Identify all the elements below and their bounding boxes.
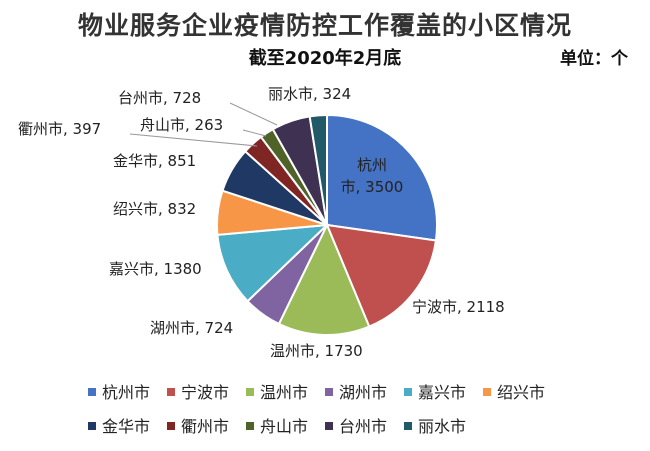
legend-label-8: 衢州市 (181, 417, 229, 436)
legend-swatch-8 (167, 422, 175, 430)
unit-label: 单位：个 (560, 49, 628, 69)
legend-swatch-7 (88, 422, 96, 430)
legend-label-1: 杭州市 (102, 383, 150, 402)
legend-swatch-9 (246, 422, 254, 430)
pie-slice-1 (326, 113, 438, 242)
pie-slices (216, 113, 438, 336)
legend-label-11: 丽水市 (418, 417, 466, 436)
legend-label-4: 湖州市 (339, 383, 387, 402)
data-label-6: 绍兴市, 832 (113, 200, 196, 218)
data-label-11: 丽水市, 324 (268, 85, 351, 103)
legend-label-2: 宁波市 (181, 383, 229, 402)
chart-subtitle: 截至2020年2月底 (248, 48, 402, 69)
legend-swatch-4 (325, 388, 333, 396)
legend-label-5: 嘉兴市 (418, 383, 466, 402)
legend-label-7: 金华市 (102, 417, 150, 436)
leader-line-10 (229, 102, 278, 126)
legend-swatch-5 (404, 388, 412, 396)
data-label-9: 舟山市, 263 (140, 116, 223, 134)
leader-line-9 (242, 129, 267, 137)
data-label-7: 金华市, 851 (113, 152, 196, 170)
legend-swatch-10 (325, 422, 333, 430)
data-label-5: 嘉兴市, 1380 (109, 260, 202, 278)
data-labels: 杭州市, 3500 宁波市, 2118 温州市, 1730 湖州市, 724 嘉兴市, … (18, 85, 505, 360)
data-label-8: 衢州市, 397 (18, 120, 101, 138)
label-leader-lines (129, 102, 278, 147)
chart-title: 物业服务企业疫情防控工作覆盖的小区情况 (77, 11, 572, 40)
pie-slice-3 (277, 222, 371, 336)
legend-label-9: 舟山市 (260, 417, 308, 436)
legend-swatch-1 (88, 388, 96, 396)
legend-label-6: 绍兴市 (497, 383, 545, 402)
data-label-2: 宁波市, 2118 (412, 298, 505, 316)
legend-label-3: 温州市 (260, 383, 308, 402)
legend-swatch-3 (246, 388, 254, 396)
data-label-4: 湖州市, 724 (150, 319, 233, 337)
pie-slice-5 (216, 223, 330, 303)
legend-swatch-11 (404, 422, 412, 430)
leader-line-8 (129, 133, 258, 147)
legend-label-10: 台州市 (339, 417, 387, 436)
data-label-1: 杭州市, 3500 (341, 156, 404, 196)
data-label-3: 温州市, 1730 (270, 342, 363, 360)
legend-swatch-6 (483, 388, 491, 396)
pie-slice-11 (308, 113, 328, 226)
legend-swatch-2 (167, 388, 175, 396)
data-label-10: 台州市, 728 (118, 89, 201, 107)
pie-slice-2 (325, 223, 438, 328)
